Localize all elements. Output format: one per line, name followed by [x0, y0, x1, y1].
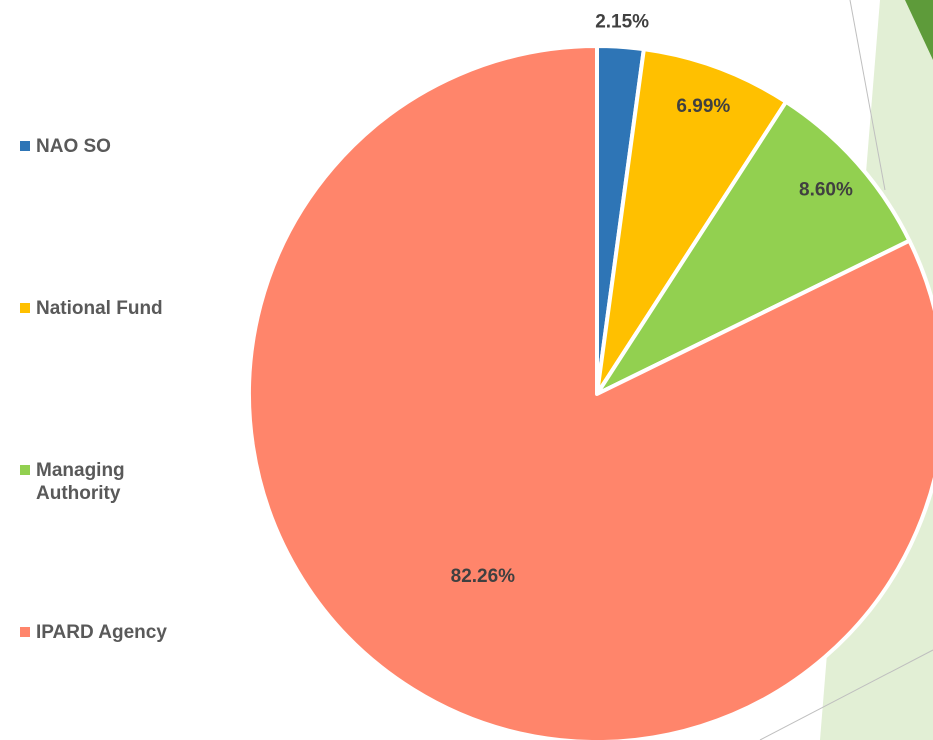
legend-label: IPARD Agency [36, 622, 167, 643]
pie-slice [595, 99, 912, 396]
legend-label: Managing Authority [36, 460, 125, 504]
legend-swatch [20, 465, 30, 475]
data-label: 6.99% [676, 96, 730, 117]
legend-item: IPARD Agency [20, 621, 186, 644]
legend-item: Managing Authority [20, 459, 186, 505]
data-label: 2.15% [595, 12, 649, 33]
decoration-line [759, 649, 933, 740]
legend-swatch [20, 627, 30, 637]
pie [247, 44, 933, 740]
decoration-line [849, 0, 886, 191]
legend: NAO SO National Fund Managing Authority IPA… [20, 0, 210, 740]
pie-slice [247, 44, 933, 740]
legend-label: NAO SO [36, 136, 111, 157]
legend-swatch [20, 141, 30, 151]
data-label: 8.60% [799, 180, 853, 201]
data-label: 82.26% [451, 566, 516, 587]
legend-item: National Fund [20, 297, 186, 320]
pie-slice [595, 47, 789, 396]
legend-item: NAO SO [20, 135, 186, 158]
background-decoration [905, 0, 933, 60]
legend-label: National Fund [36, 298, 163, 319]
legend-swatch [20, 303, 30, 313]
